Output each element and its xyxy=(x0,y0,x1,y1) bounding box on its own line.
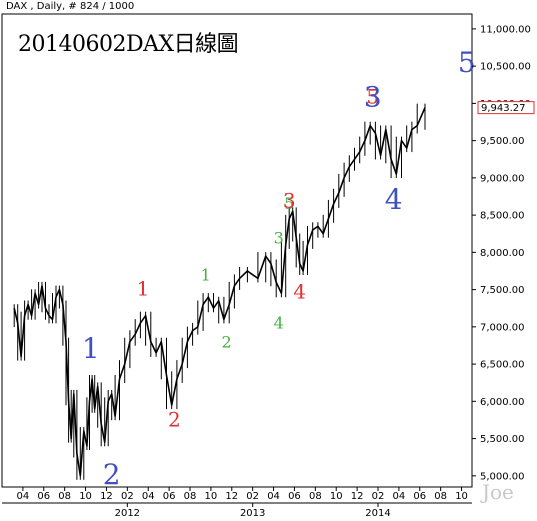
y-tick-label: 8,500.00 xyxy=(480,211,525,222)
y-tick-label: 7,500.00 xyxy=(480,285,525,296)
x-tick-label: 12 xyxy=(225,491,238,502)
wave-label: 4 xyxy=(293,280,306,304)
last-price-marker: 9,943.27 xyxy=(477,101,535,115)
wave-label: 3 xyxy=(274,228,284,247)
x-tick-label: 02 xyxy=(246,491,259,502)
x-tick-label: 06 xyxy=(288,491,301,502)
wave-label: 5 xyxy=(284,194,294,213)
year-label: 2014 xyxy=(365,508,390,519)
x-tick-label: 06 xyxy=(413,491,426,502)
x-tick-label: 04 xyxy=(17,491,30,502)
x-tick-label: 08 xyxy=(309,491,322,502)
year-label: 2013 xyxy=(240,508,265,519)
x-tick-label: 10 xyxy=(205,491,218,502)
x-tick-label: 02 xyxy=(372,491,385,502)
y-tick-label: 7,000.00 xyxy=(480,322,525,333)
x-tick-label: 06 xyxy=(37,491,50,502)
price-line xyxy=(13,107,426,477)
wave-label: 1 xyxy=(201,266,211,285)
wave-label: 2 xyxy=(103,458,121,491)
plot-border xyxy=(1,13,473,488)
x-tick-label: 10 xyxy=(79,491,92,502)
x-tick-label: 10 xyxy=(455,491,468,502)
wave-label: 2 xyxy=(221,333,231,352)
watermark: Joe xyxy=(482,480,514,504)
x-tick-label: 02 xyxy=(121,491,134,502)
wave-label: 5 xyxy=(366,84,379,108)
last-price-box xyxy=(477,101,535,115)
y-tick-label: 10,500.00 xyxy=(480,62,531,73)
wave-label: 3 xyxy=(364,80,382,113)
wave-label: 4 xyxy=(274,313,284,332)
wave-label: 3 xyxy=(283,189,296,213)
x-tick-label: 04 xyxy=(267,491,280,502)
x-tick-label: 04 xyxy=(142,491,155,502)
x-tick-label: 10 xyxy=(330,491,343,502)
x-tick-label: 06 xyxy=(163,491,176,502)
x-tick-label: 08 xyxy=(184,491,197,502)
chart-title: 20140602DAX日線圖 xyxy=(18,32,239,57)
wave-label: 1 xyxy=(82,332,100,365)
y-tick-label: 6,000.00 xyxy=(480,397,525,408)
wave-label: 2 xyxy=(168,408,181,432)
x-tick-label: 12 xyxy=(100,491,113,502)
x-axis: 04 06 08 10 12 02 04 06 08 10 12 02 04 06 08 10 12 02 04 06… xyxy=(2,487,472,519)
y-tick-label: 9,500.00 xyxy=(480,136,525,147)
y-tick-label: 5,500.00 xyxy=(480,434,525,445)
x-tick-label: 08 xyxy=(58,491,71,502)
y-tick-label: 5,000.00 xyxy=(480,471,525,482)
y-axis: 5,000.00 5,500.00 6,000.00 6,500.00 7,000.00… xyxy=(472,24,531,482)
x-tick-label: 04 xyxy=(393,491,406,502)
chart-header: DAX , Daily, # 824 / 1000 xyxy=(6,1,135,12)
y-tick-label: 8,000.00 xyxy=(480,248,525,259)
wave-label: 5 xyxy=(458,46,476,79)
x-tick-label: 08 xyxy=(434,491,447,502)
last-price-label: 9,943.27 xyxy=(481,103,526,114)
y-tick-label: 6,500.00 xyxy=(480,360,525,371)
x-tick-label: 12 xyxy=(351,491,364,502)
wave-label: 4 xyxy=(385,183,403,216)
y-tick-label: 11,000.00 xyxy=(480,24,531,35)
year-label: 2012 xyxy=(115,508,140,519)
wave-label: 1 xyxy=(137,277,150,301)
y-tick-label: 9,000.00 xyxy=(480,173,525,184)
price-series xyxy=(13,103,426,480)
